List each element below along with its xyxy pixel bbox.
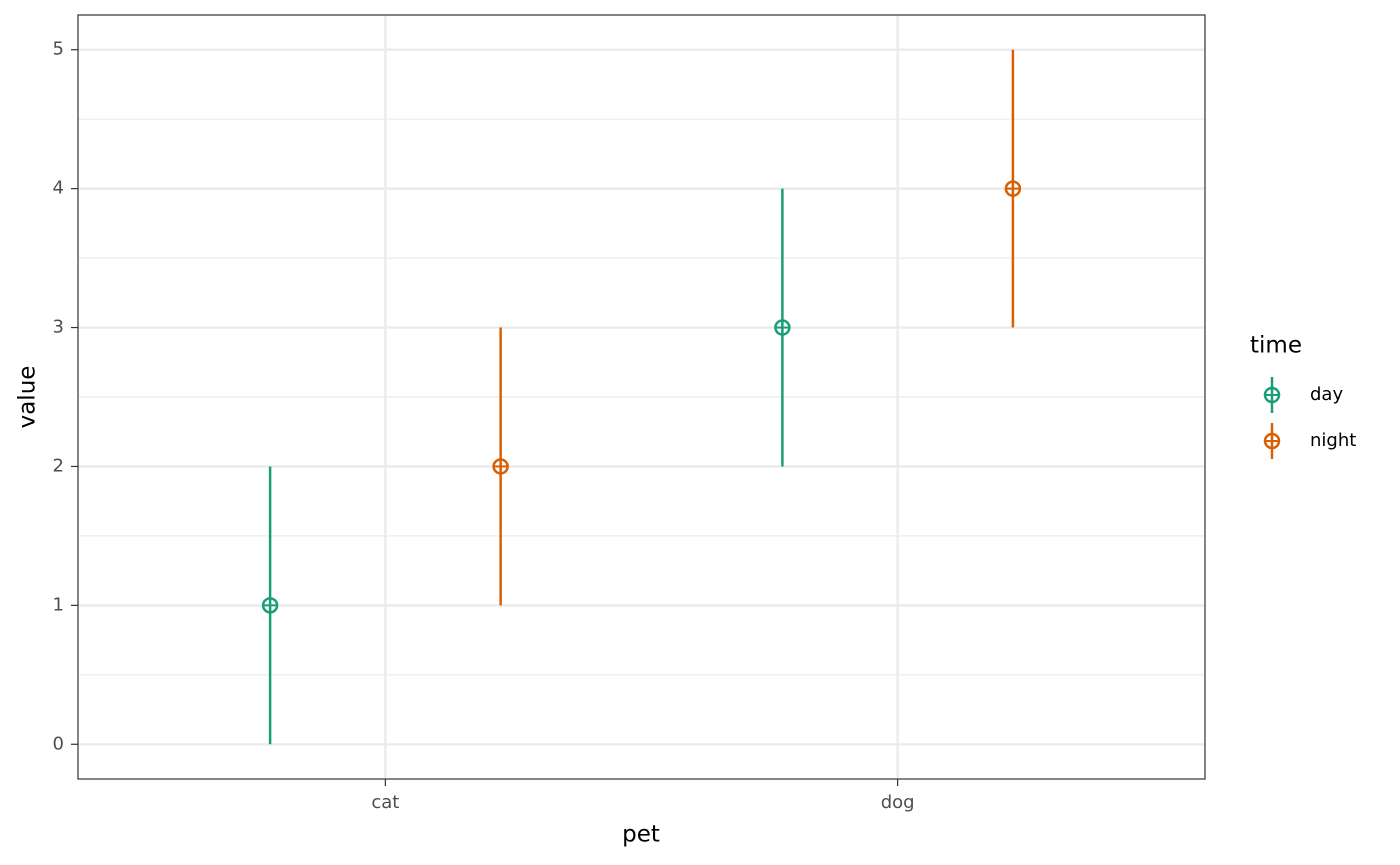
panel-border [77,14,1206,780]
y-tick-label: 3 [53,317,64,338]
x-tick-label: dog [881,792,915,813]
legend-key [1263,432,1281,450]
point [1004,180,1022,197]
legend-label: night [1310,430,1356,451]
point [261,597,279,614]
legend-key [1263,386,1281,404]
x-axis-title: pet [622,822,660,848]
y-axis-title: value [15,366,41,429]
legend-label: day [1310,384,1343,405]
point [492,458,509,475]
y-tick-label: 5 [53,39,64,60]
point [774,319,791,336]
legend-title: time [1250,333,1302,359]
y-tick-label: 4 [53,178,64,199]
x-tick-label: cat [371,792,399,813]
y-tick-label: 1 [53,594,64,615]
y-tick-label: 2 [53,455,64,476]
y-tick-label: 0 [53,733,64,754]
